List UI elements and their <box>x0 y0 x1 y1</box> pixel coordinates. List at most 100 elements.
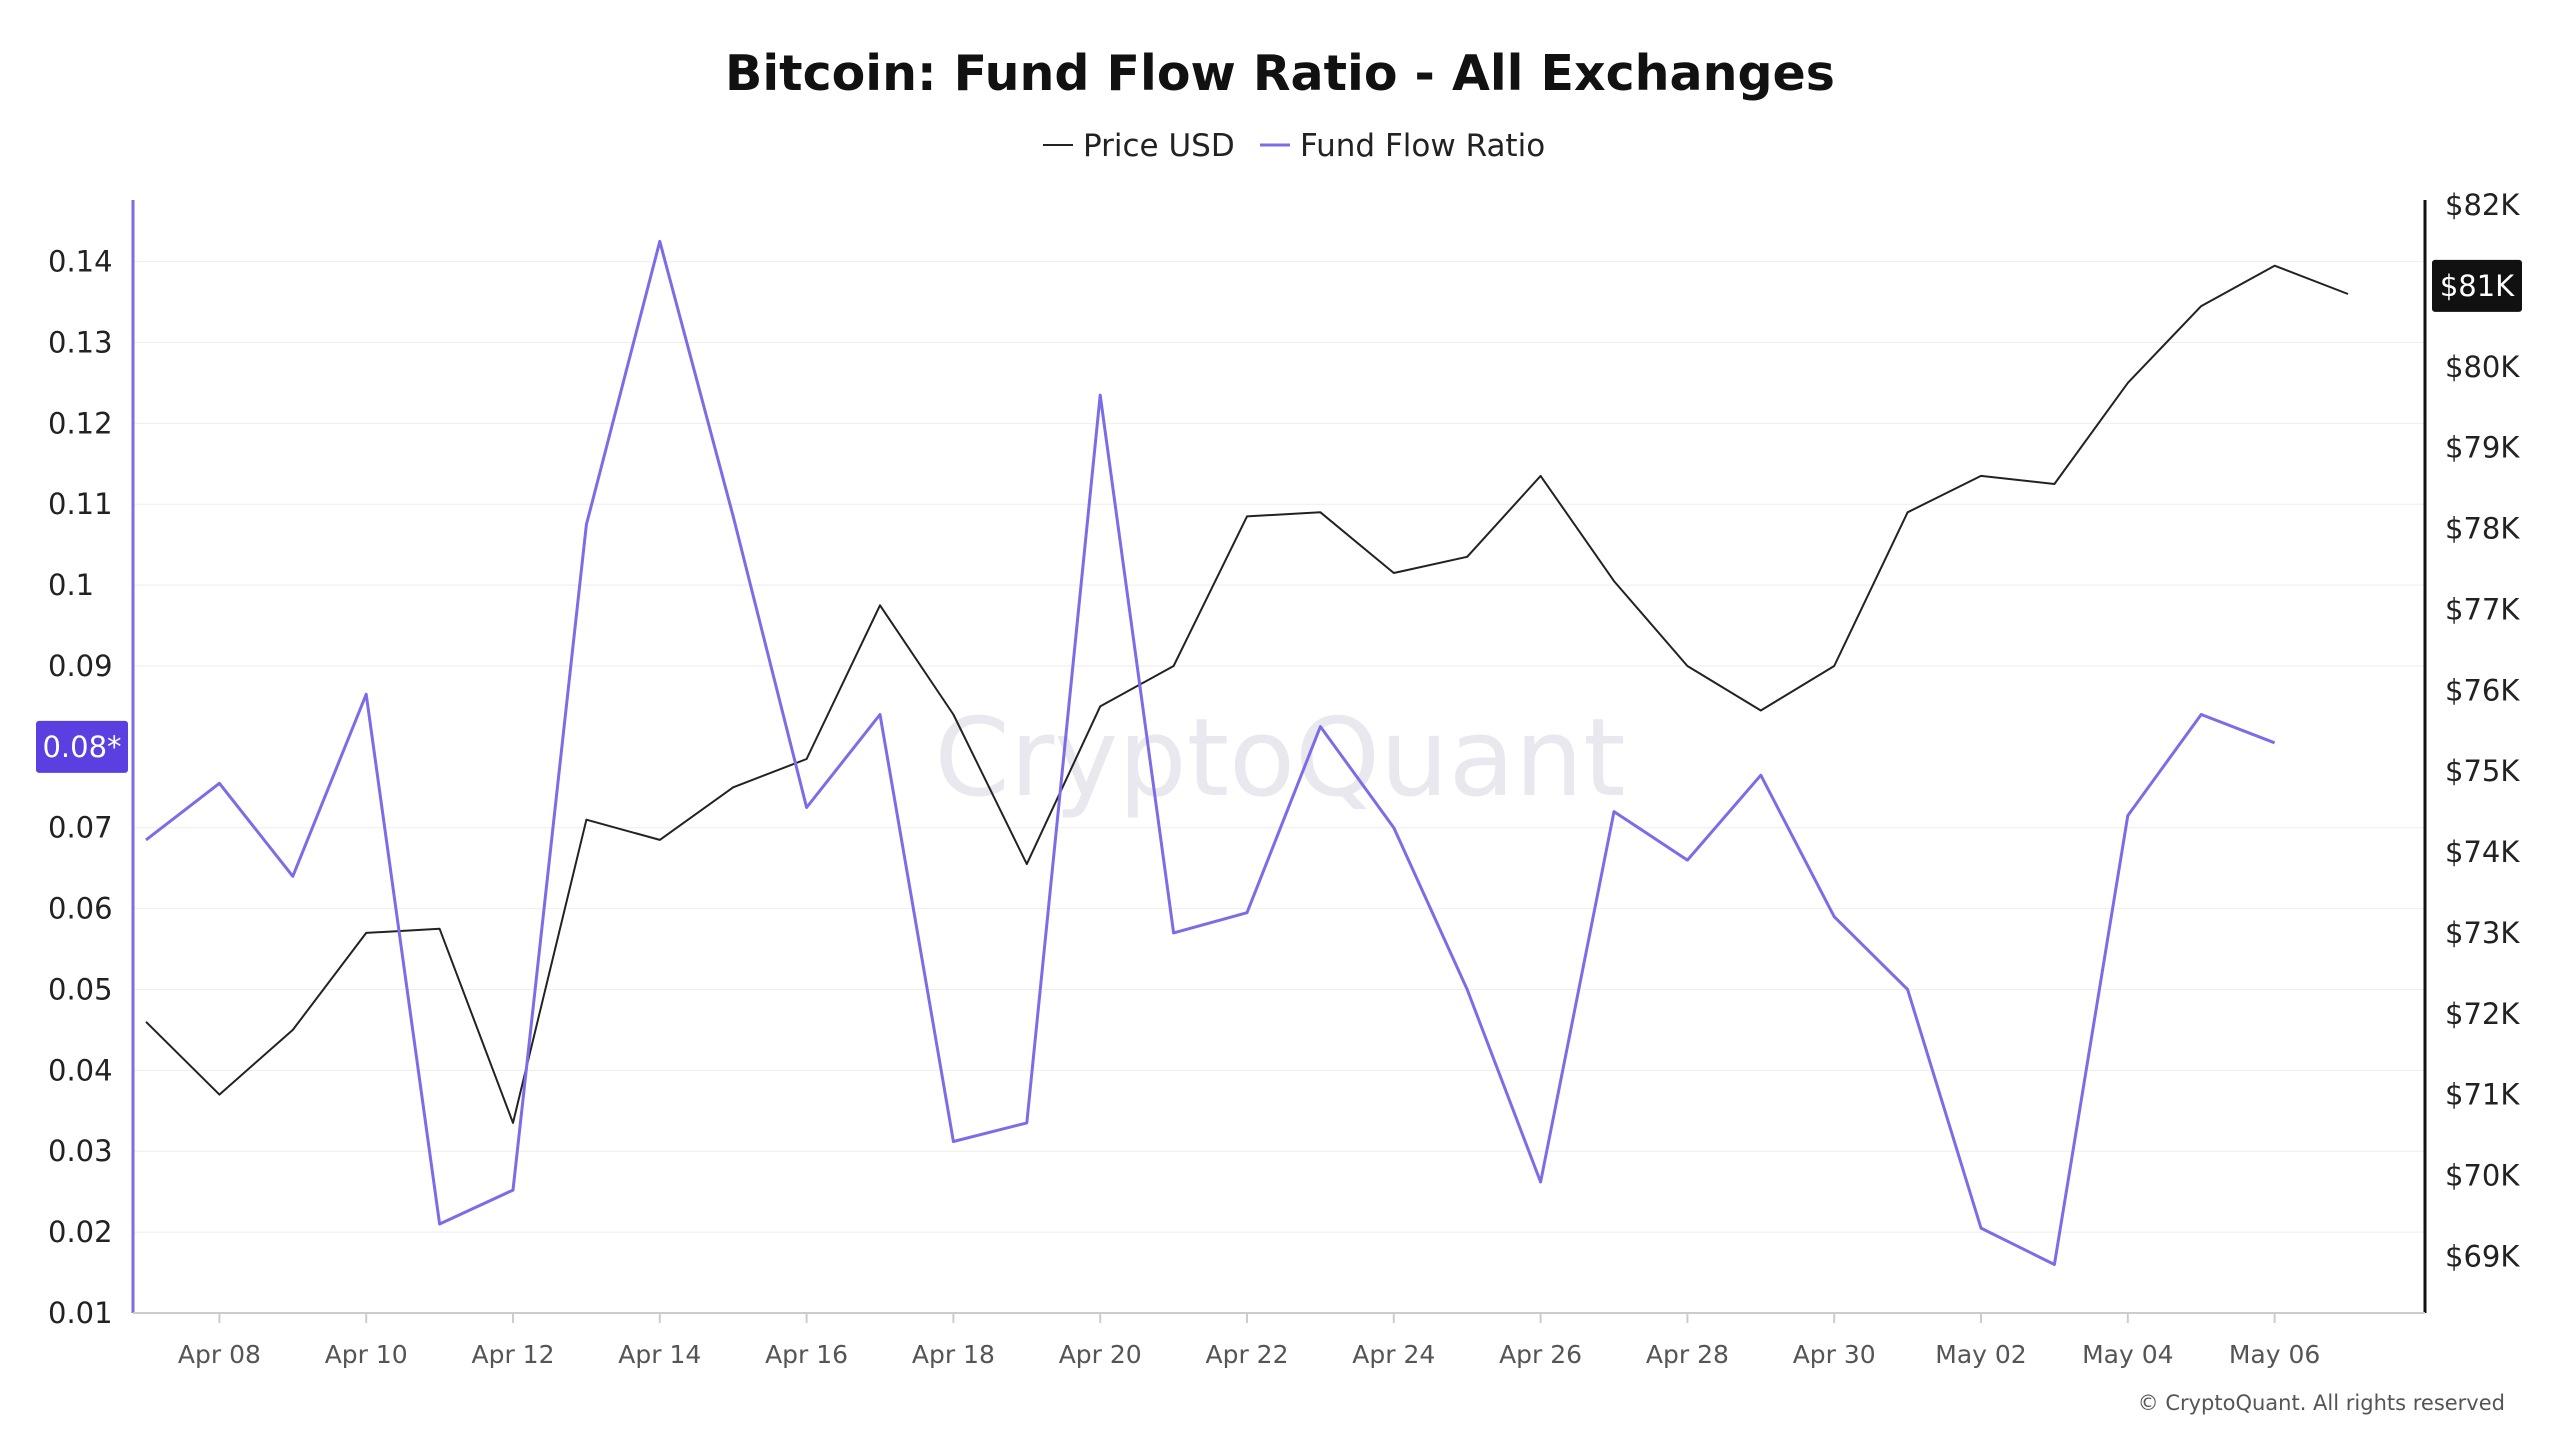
data-point <box>952 713 955 716</box>
left-tick-label: 0.04 <box>48 1053 113 1087</box>
series-line-price-usd <box>145 264 2349 1124</box>
right-tick-label: $75K <box>2445 754 2520 788</box>
right-tick-label: $76K <box>2445 673 2520 707</box>
data-point <box>1613 580 1616 583</box>
x-tick-label: Apr 10 <box>325 1340 408 1369</box>
series-lines <box>145 239 2350 1266</box>
data-point <box>438 1223 441 1226</box>
right-current-badge <box>2432 259 2522 312</box>
data-point <box>512 1189 515 1192</box>
data-point <box>1246 515 1249 518</box>
data-point <box>1833 664 1836 667</box>
data-point <box>1025 863 1028 866</box>
data-point <box>1980 474 1983 477</box>
data-point <box>805 806 808 809</box>
left-tick-label: 0.03 <box>48 1134 113 1168</box>
right-tick-label: $72K <box>2445 997 2520 1031</box>
x-tick-label: Apr 14 <box>618 1340 701 1369</box>
data-point <box>2126 381 2129 384</box>
data-point <box>1392 571 1395 574</box>
left-axis-ticks: 0.01 0.02 0.03 0.04 0.05 0.06 0.07 0.09 0.1 0.11 0… <box>48 245 113 1330</box>
data-point <box>145 838 148 841</box>
watermark: CryptoQuant <box>934 696 1625 821</box>
data-point <box>585 818 588 821</box>
data-point <box>2053 483 2056 486</box>
data-point <box>365 931 368 934</box>
data-point <box>1539 474 1542 477</box>
data-point <box>1099 394 1102 397</box>
data-point <box>1613 810 1616 813</box>
axes <box>131 200 2427 1314</box>
series-line-fund-flow-ratio <box>145 239 2276 1266</box>
data-point <box>585 523 588 526</box>
right-tick-label: $70K <box>2445 1159 2520 1193</box>
data-point <box>2273 264 2276 267</box>
data-point <box>438 927 441 930</box>
data-point <box>1759 709 1762 712</box>
data-point <box>1466 988 1469 991</box>
left-tick-label: 0.1 <box>48 568 94 602</box>
data-point <box>1172 931 1175 934</box>
data-point <box>2273 741 2276 744</box>
left-tick-label: 0.11 <box>48 487 113 521</box>
data-point <box>879 604 882 607</box>
right-tick-label: $71K <box>2445 1078 2520 1112</box>
data-point <box>1319 511 1322 514</box>
data-point <box>805 758 808 761</box>
data-point <box>732 786 735 789</box>
left-tick-label: 0.14 <box>48 245 113 279</box>
x-tick-label: Apr 24 <box>1352 1340 1435 1369</box>
data-point <box>218 1093 221 1096</box>
x-tick-label: Apr 30 <box>1793 1340 1876 1369</box>
right-tick-label: $78K <box>2445 512 2520 546</box>
left-tick-label: 0.02 <box>48 1215 113 1249</box>
copyright-notice: © CryptoQuant. All rights reserved <box>2138 1391 2505 1415</box>
x-tick-label: Apr 28 <box>1646 1340 1729 1369</box>
chart-title: Bitcoin: Fund Flow Ratio - All Exchanges <box>725 45 1835 102</box>
data-point <box>1980 1227 1983 1230</box>
data-point <box>1392 826 1395 829</box>
data-point <box>1539 1180 1542 1183</box>
right-tick-label: $74K <box>2445 835 2520 869</box>
data-point <box>365 693 368 696</box>
legend-label-price: Price USD <box>1083 128 1235 164</box>
data-point <box>1025 1121 1028 1124</box>
x-tick-label: Apr 08 <box>178 1340 261 1369</box>
legend-item-price[interactable]: Price USD <box>1043 128 1235 164</box>
right-tick-label: $69K <box>2445 1239 2520 1273</box>
data-point <box>512 1121 515 1124</box>
data-point <box>2200 305 2203 308</box>
x-tick-label: Apr 20 <box>1059 1340 1142 1369</box>
right-tick-label: $82K <box>2445 188 2520 222</box>
data-point <box>2200 713 2203 716</box>
legend-label-ffr: Fund Flow Ratio <box>1300 128 1545 164</box>
data-point <box>1833 915 1836 918</box>
legend-item-ffr[interactable]: Fund Flow Ratio <box>1260 128 1545 164</box>
data-point <box>2347 292 2350 295</box>
data-point <box>1099 705 1102 708</box>
data-point <box>2053 1263 2056 1266</box>
data-point <box>1319 725 1322 728</box>
right-current-badge-label: $81K <box>2440 269 2515 303</box>
left-tick-label: 0.12 <box>48 406 113 440</box>
left-tick-label: 0.09 <box>48 649 113 683</box>
data-point <box>658 838 661 841</box>
left-tick-label: 0.01 <box>48 1296 113 1330</box>
x-tick-label: May 06 <box>2229 1340 2320 1369</box>
data-point <box>952 1140 955 1143</box>
x-axis-ticks: Apr 08 Apr 10 Apr 12 Apr 14 Apr 16 Apr 18 Apr … <box>178 1313 2320 1369</box>
right-axis-ticks: $69K $70K $71K $72K $73K $74K $75K $76K $77K $78K… <box>2445 188 2520 1273</box>
x-tick-label: May 02 <box>1935 1340 2026 1369</box>
x-tick-label: Apr 16 <box>765 1340 848 1369</box>
data-point <box>1466 555 1469 558</box>
legend: Price USD Fund Flow Ratio <box>1043 128 1545 164</box>
right-tick-label: $80K <box>2445 350 2520 384</box>
data-point <box>879 713 882 716</box>
x-tick-label: Apr 18 <box>912 1340 995 1369</box>
left-tick-label: 0.13 <box>48 325 113 359</box>
data-point <box>658 240 661 243</box>
x-tick-label: Apr 26 <box>1499 1340 1582 1369</box>
x-tick-label: Apr 12 <box>471 1340 554 1369</box>
right-tick-label: $77K <box>2445 592 2520 626</box>
